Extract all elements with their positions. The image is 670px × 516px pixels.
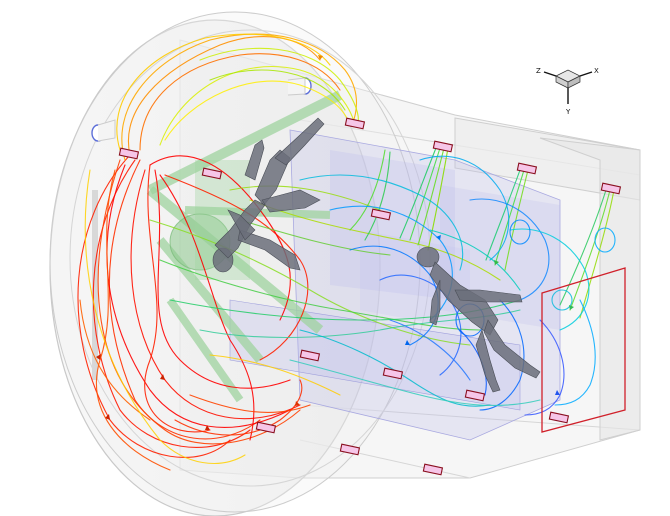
axis-label-z: Z (536, 67, 541, 75)
vent-floor-1 (299, 349, 321, 362)
vent-roof-5 (516, 162, 538, 175)
vent-roof-1 (118, 147, 140, 160)
vent-base-1 (255, 421, 277, 434)
axis-label-x: X (594, 67, 599, 75)
vent-roof-2 (201, 167, 223, 180)
vent-mid-1 (370, 208, 392, 221)
vent-roof-3 (344, 117, 366, 130)
axes-triad: Z X Y (536, 67, 599, 116)
window-frame (541, 267, 626, 433)
cabin-interior (229, 129, 561, 441)
manikin-upper (212, 117, 325, 273)
streamlines (77, 33, 616, 471)
vent-floor-2 (382, 367, 404, 380)
vent-roof-4 (432, 140, 454, 153)
axis-label-y: Y (565, 108, 571, 116)
vent-floor-3 (464, 389, 486, 402)
vents (118, 117, 622, 476)
vent-base-2 (339, 443, 361, 456)
vent-floor-4 (548, 411, 570, 424)
vent-roof-6 (600, 182, 622, 195)
streamlines-vent-jets (349, 147, 615, 319)
manikin-lower (416, 246, 541, 393)
vent-base-3 (422, 463, 444, 476)
flow-arrows (96, 55, 574, 430)
